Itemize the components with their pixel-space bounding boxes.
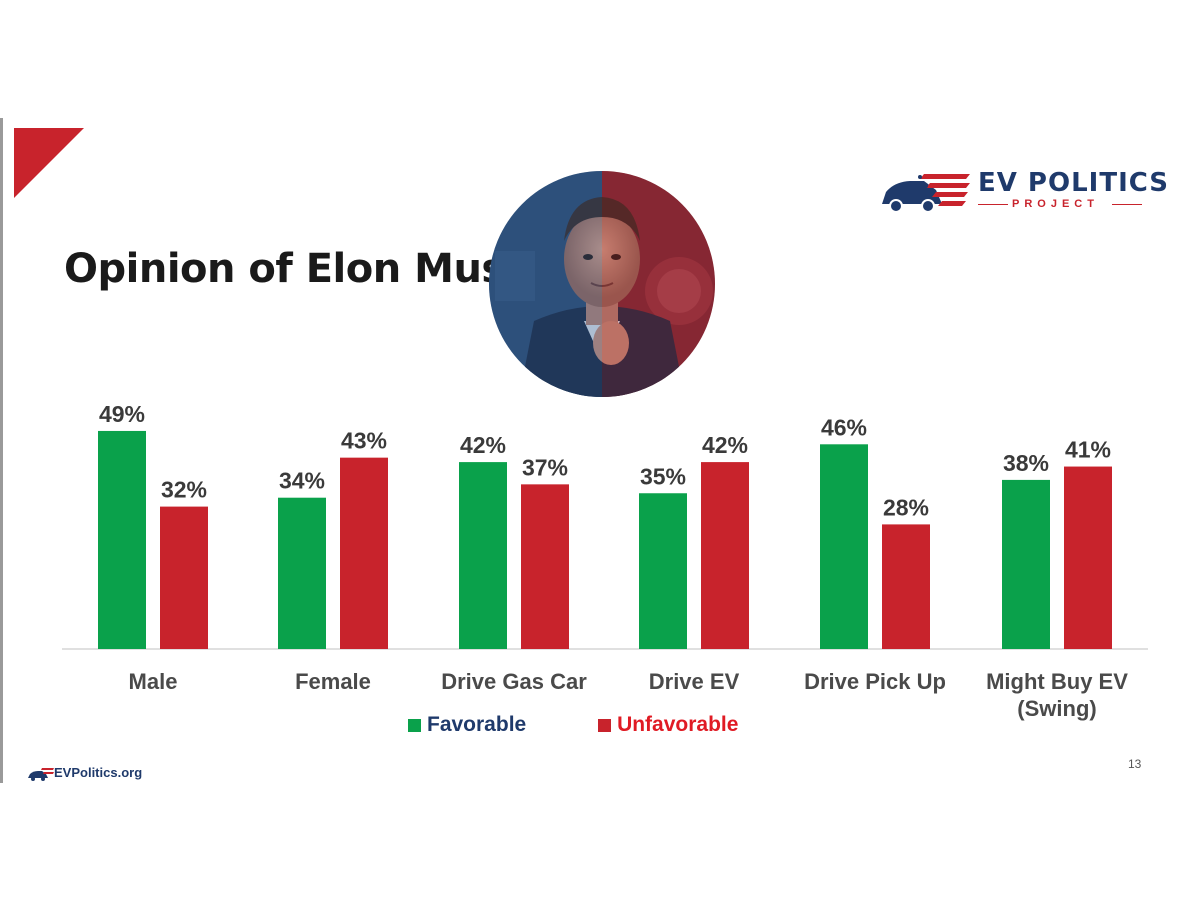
portrait-image: [489, 171, 715, 397]
bar-unfavorable-0: [160, 506, 208, 649]
value-label-unfavorable-5: 41%: [1065, 437, 1111, 463]
category-label-3: Drive EV: [649, 669, 740, 694]
footer-site: EVPolitics.org: [54, 765, 143, 780]
value-label-favorable-1: 34%: [279, 468, 325, 494]
value-label-unfavorable-1: 43%: [341, 428, 387, 454]
legend-label-favorable: Favorable: [427, 713, 527, 736]
value-label-favorable-3: 35%: [640, 463, 686, 489]
ev-car-flag-logo-icon: [28, 768, 54, 781]
corner-triangle-icon: [14, 128, 84, 198]
category-label-0: Male: [129, 669, 178, 694]
bar-unfavorable-5: [1064, 466, 1112, 649]
chart-legend: Favorable Unfavorable: [408, 713, 804, 738]
value-label-unfavorable-2: 37%: [522, 454, 568, 480]
value-label-favorable-5: 38%: [1003, 450, 1049, 476]
value-label-favorable-4: 46%: [821, 414, 867, 440]
bar-unfavorable-3: [701, 462, 749, 649]
bar-favorable-5: [1002, 479, 1050, 649]
ev-car-flag-logo-icon: [882, 174, 970, 213]
value-label-unfavorable-3: 42%: [702, 432, 748, 458]
bar-favorable-3: [639, 493, 687, 649]
bar-favorable-2: [459, 462, 507, 649]
category-label-5-line-1: (Swing): [1017, 696, 1096, 721]
bar-unfavorable-2: [521, 484, 569, 649]
bar-unfavorable-4: [882, 524, 930, 649]
logo-subtitle: PROJECT: [1012, 198, 1099, 210]
logo-name: EV POLITICS: [978, 168, 1170, 198]
bar-favorable-4: [820, 444, 868, 649]
category-label-1: Female: [295, 669, 371, 694]
logo-rule-right: [1112, 204, 1142, 205]
category-label-5-line-0: Might Buy EV: [986, 669, 1128, 694]
ev-politics-logo: EV POLITICS PROJECT: [880, 168, 1168, 214]
logo-rule-left: [978, 204, 1008, 205]
legend-swatch-unfavorable: [598, 718, 612, 732]
bar-favorable-0: [98, 430, 146, 649]
value-label-unfavorable-0: 32%: [161, 477, 207, 503]
page-number: 13: [1128, 757, 1142, 771]
slide-title: Opinion of Elon Musk: [64, 246, 531, 292]
legend-item-unfavorable: Unfavorable: [598, 713, 738, 737]
legend-swatch-favorable: [408, 718, 421, 732]
legend-label-unfavorable: Unfavorable: [617, 713, 739, 736]
value-label-unfavorable-4: 28%: [883, 494, 929, 520]
category-label-4: Drive Pick Up: [804, 669, 946, 694]
legend-item-favorable: Favorable: [408, 713, 526, 737]
footer-logo: EVPolitics.org: [28, 764, 158, 784]
left-rule: [0, 118, 3, 783]
value-label-favorable-0: 49%: [99, 401, 145, 427]
bar-favorable-1: [278, 497, 326, 649]
category-label-2: Drive Gas Car: [441, 669, 587, 694]
value-label-favorable-2: 42%: [460, 432, 506, 458]
bar-unfavorable-1: [340, 457, 388, 649]
